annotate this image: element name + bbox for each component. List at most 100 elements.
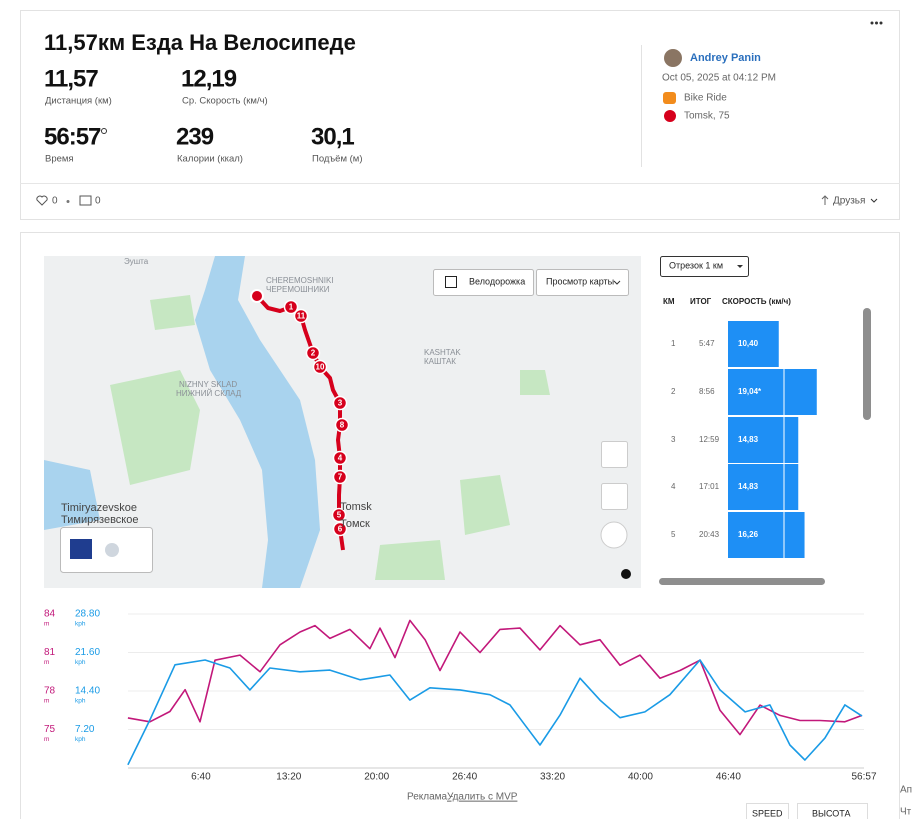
marker-label: 3 [338,399,343,408]
map-view-label: Просмотр карты [546,276,614,286]
stat-label: Ср. Скорость (км/ч) [182,96,268,107]
y-unit: m [44,621,49,628]
like-icon[interactable] [36,195,48,206]
segment-km: 4 [671,482,676,491]
map-label: ЧЕРЕМОШНИКИ [266,285,330,294]
map-label: Томск [340,518,370,530]
segment-km: 2 [671,387,676,396]
author-name[interactable]: Andrey Panin [690,52,761,64]
side-text: Ап [900,785,912,796]
map-label: NIZHNY SKLAD [179,380,237,389]
pin-icon [664,110,676,122]
route-marker [293,308,309,324]
stat-value: 56:57 [44,123,101,150]
route-marker [334,417,350,433]
activity-type: Bike Ride [684,93,727,104]
x-tick-label: 6:40 [191,772,211,783]
stat-value: 12,19 [181,65,237,92]
y-unit: m [44,698,49,705]
stat-value: 30,1 [311,123,354,150]
fullscreen-button[interactable] [601,441,628,468]
elevation-toggle-label[interactable]: ВЫСОТА [812,808,850,818]
speed-bar [728,321,779,367]
route-marker [331,507,347,523]
route-marker [312,359,328,375]
y-unit: m [44,736,49,743]
marker-label: 1 [289,303,294,312]
profile-chart: 75m78m81m84m7.20kph14.40kph21.60kph28.80… [44,609,877,783]
segment-total: 12:59 [699,435,720,444]
map-label: Тимирязевское [61,514,138,526]
segment-total: 20:43 [699,530,720,539]
route-start[interactable] [250,289,264,303]
map-label: Tomsk [340,501,372,513]
segment-selector[interactable] [660,256,749,277]
segment-speed: 14,83 [738,482,759,491]
bike-icon [663,92,676,104]
route-marker [305,345,321,361]
visibility-icon[interactable] [821,195,829,205]
ad-remove-link[interactable]: Удалить с MVP [447,792,518,803]
y2-unit: kph [75,736,86,743]
checkbox[interactable] [445,276,457,288]
y-tick-label: 75 [44,724,56,735]
x-tick-label: 46:40 [716,772,741,783]
x-tick-label: 33:20 [540,772,565,783]
vertical-scrollbar[interactable] [863,308,871,420]
map-label: KASHTAK [424,348,461,357]
y2-tick-label: 7.20 [75,724,95,735]
marker-label: 4 [338,454,343,463]
table-header: ИТОГ [690,297,712,306]
map-label: Timiryazevskoe [61,502,137,514]
visibility-caret[interactable] [870,198,878,203]
map-parks [110,295,550,580]
y2-unit: kph [75,621,86,628]
elevation-toggle[interactable] [797,803,868,819]
series-line [127,619,863,736]
weather-icon [105,543,119,557]
locate-button[interactable] [601,483,628,510]
map-view-button[interactable] [536,269,629,296]
y2-unit: kph [75,698,86,705]
segment-km: 5 [671,530,676,539]
compass-button[interactable] [600,521,628,549]
segment-total: 17:01 [699,482,720,491]
x-tick-label: 13:20 [276,772,301,783]
activity-date: Oct 05, 2025 at 04:12 PM [662,73,776,84]
horizontal-scrollbar[interactable] [659,578,825,585]
y-tick-label: 81 [44,647,56,658]
segment-km: 1 [671,339,676,348]
visibility[interactable]: Друзья [833,196,865,207]
avatar[interactable] [664,49,682,67]
route-marker [332,521,348,537]
info-button[interactable] [621,569,631,579]
river [195,256,320,588]
activity-card [20,10,900,220]
marker-label: 10 [316,363,325,372]
weather-logo [70,539,92,559]
caret [613,280,621,285]
speed-bar [728,369,817,415]
table-header: КМ [663,297,675,306]
bike-lane-toggle[interactable] [433,269,534,296]
more-menu[interactable] [870,21,883,25]
stat-label: Подъём (м) [312,154,363,165]
y2-tick-label: 14.40 [75,686,100,697]
marker-label: 11 [297,312,306,321]
speed-bar [728,464,799,510]
route-markers: 111 210 3 8 4 7 5 6 [283,299,350,537]
y-tick-label: 84 [44,609,56,620]
speed-bar [728,417,799,463]
segment-total: 5:47 [699,339,715,348]
comment-icon[interactable] [79,195,92,206]
caret [737,265,743,268]
route-marker [332,450,348,466]
stat-label: Время [45,154,74,165]
speed-toggle-label[interactable]: SPEED [752,808,783,818]
time-icon [101,128,107,134]
speed-toggle[interactable] [746,803,789,819]
stat-label: Дистанция (км) [45,96,112,107]
route-marker [283,299,299,315]
table-header: СКОРОСТЬ (км/ч) [722,297,791,306]
segment-total: 8:56 [699,387,715,396]
